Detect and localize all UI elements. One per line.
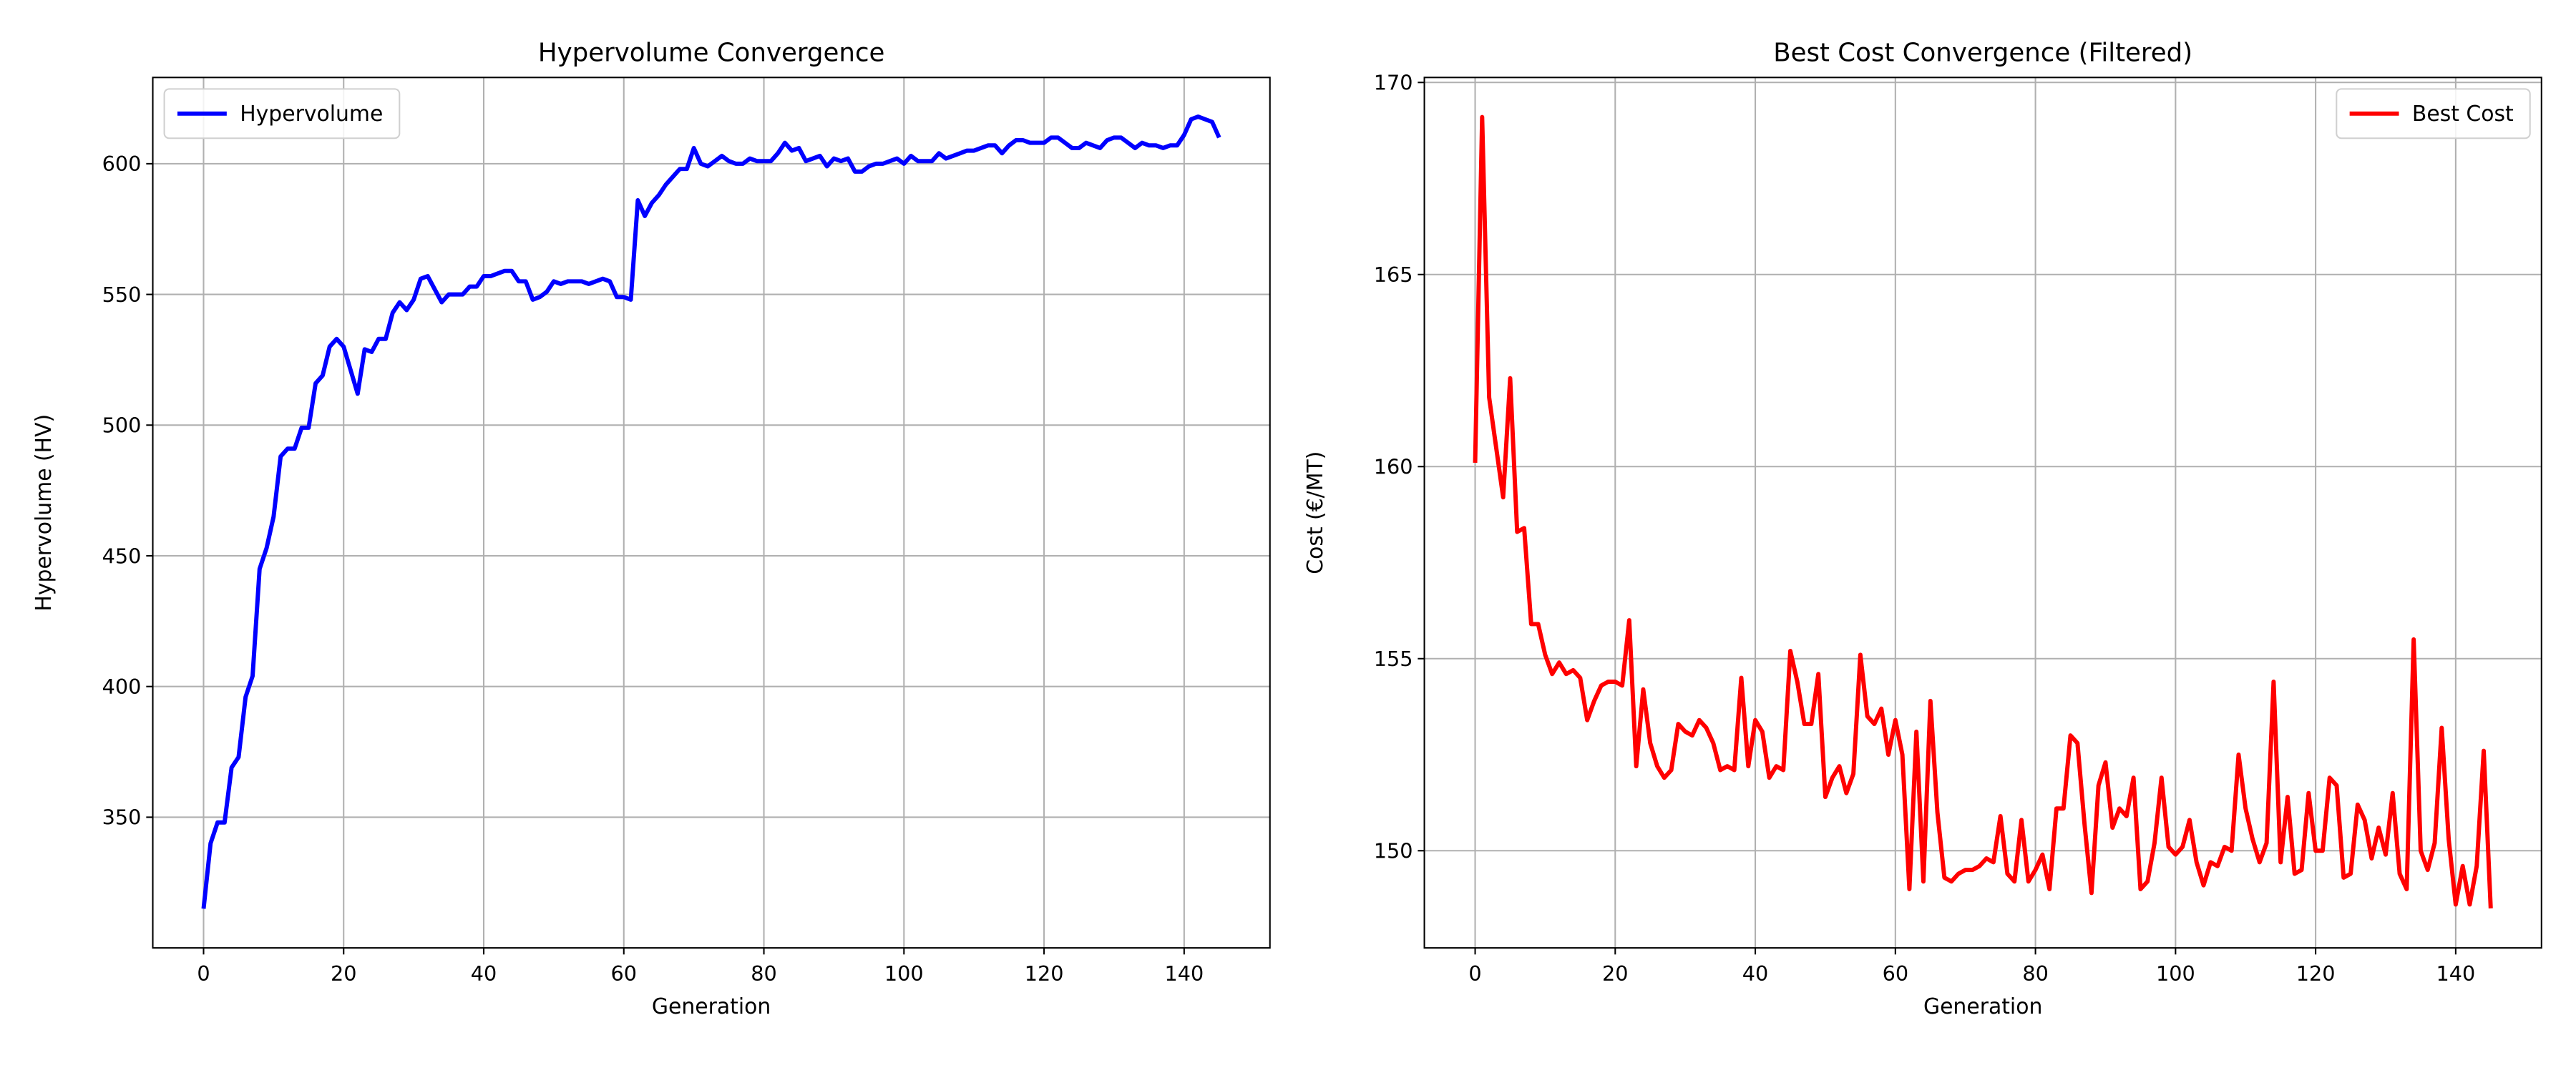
x-tick-label: 20: [1602, 961, 1629, 986]
y-tick-label: 150: [1374, 839, 1413, 863]
y-tick-label: 170: [1374, 71, 1413, 95]
x-tick-label: 20: [331, 961, 357, 986]
y-tick-label: 600: [102, 152, 142, 176]
x-tick-label: 120: [2296, 961, 2336, 986]
legend-box: [163, 88, 401, 139]
chart-title: Best Cost Convergence (Filtered): [1773, 38, 2192, 67]
y-tick-label: 400: [102, 675, 142, 699]
legend-label: Best Cost: [2412, 102, 2514, 127]
chart-panel: 0 20 40 60 80 100 120 140 150 155 160 165 170 Best Co…: [1303, 38, 2542, 1019]
x-axis-label: Generation: [1923, 994, 2042, 1019]
y-tick-label: 350: [102, 805, 142, 830]
x-tick-label: 60: [611, 961, 638, 986]
plot-frame: [1423, 77, 2542, 949]
x-tick-label: 100: [884, 961, 924, 986]
y-tick-label: 550: [102, 283, 142, 307]
legend-label: Hypervolume: [240, 102, 383, 127]
y-axis-label: Cost (€/MT): [1303, 451, 1328, 574]
data-line: [201, 114, 1221, 909]
x-tick-label: 40: [471, 961, 497, 986]
y-tick-label: 155: [1374, 647, 1413, 671]
x-tick-label: 140: [1164, 961, 1204, 986]
x-tick-label: 100: [2156, 961, 2195, 986]
plot-frame: [152, 77, 1271, 949]
y-axis-label: Hypervolume (HV): [31, 414, 57, 612]
legend-box: [2336, 88, 2531, 139]
y-tick-label: 500: [102, 413, 142, 438]
legend: Hypervolume: [163, 88, 401, 139]
y-tick-label: 160: [1374, 455, 1413, 479]
legend: Best Cost: [2336, 88, 2531, 139]
y-tick-label: 450: [102, 544, 142, 568]
x-tick-label: 120: [1025, 961, 1064, 986]
x-tick-label: 0: [197, 961, 210, 986]
data-line: [1473, 114, 2493, 908]
x-tick-label: 0: [1468, 961, 1481, 986]
x-tick-label: 80: [751, 961, 777, 986]
x-tick-label: 60: [1883, 961, 1909, 986]
chart-panel: 0 20 40 60 80 100 120 140 350 400 450 500 550 600 Hype…: [31, 38, 1271, 1019]
x-tick-label: 80: [2022, 961, 2049, 986]
x-tick-label: 40: [1742, 961, 1769, 986]
y-tick-label: 165: [1374, 263, 1413, 287]
x-axis-label: Generation: [652, 994, 771, 1019]
chart-title: Hypervolume Convergence: [538, 38, 885, 67]
x-tick-label: 140: [2436, 961, 2475, 986]
